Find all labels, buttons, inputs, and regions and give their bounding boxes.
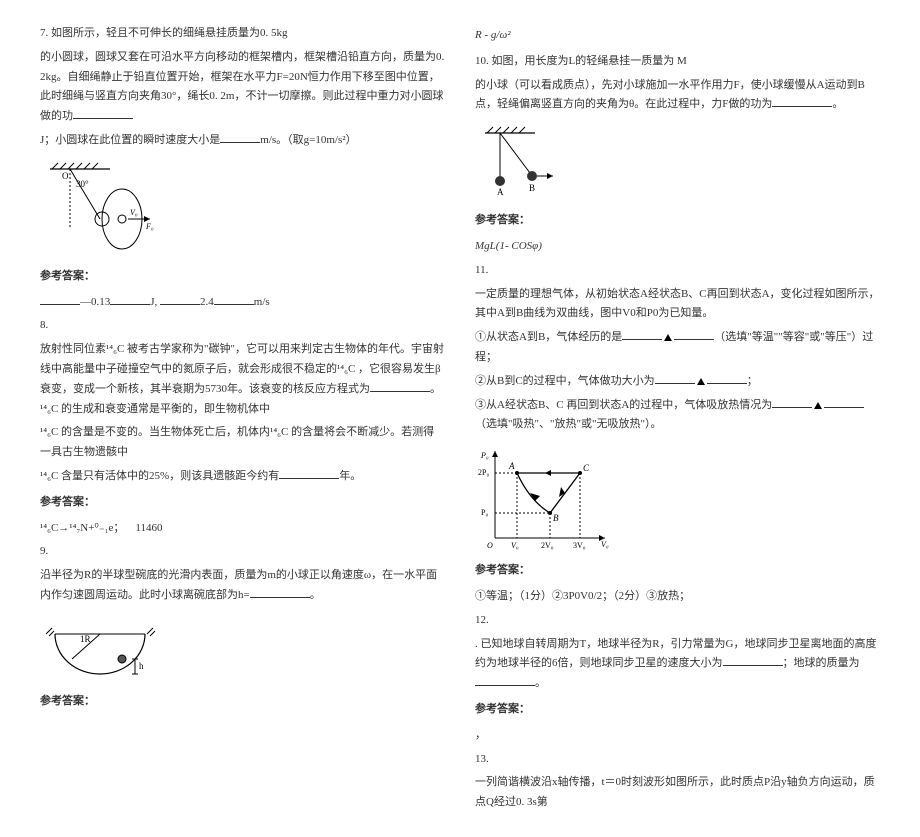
answer-heading: 参考答案： (40, 692, 445, 712)
answer-heading: 参考答案： (40, 267, 445, 287)
top-formula: R - g/ω² (475, 26, 880, 46)
blank (110, 294, 150, 305)
q11-l1: 一定质量的理想气体，从初始状态A经状态B、C再回到状态A，变化过程如图所示，其中… (475, 285, 880, 325)
triangle-icon (814, 402, 822, 409)
svg-text:P₀: P₀ (480, 451, 489, 460)
svg-text:C: C (583, 463, 590, 473)
svg-text:A: A (508, 461, 515, 471)
svg-text:h: h (139, 661, 144, 671)
blank (370, 381, 430, 392)
svg-text:O: O (487, 541, 493, 550)
q11-i3a: ③从A经状态B、C 再回到状态A的过程中，气体吸放热情况为 (475, 399, 772, 411)
a7-u2: m/s (254, 296, 270, 308)
blank (214, 294, 254, 305)
svg-text:1R: 1R (80, 634, 91, 644)
answer-heading: 参考答案： (475, 700, 880, 720)
blank (160, 294, 200, 305)
a7-u1: J, (150, 296, 157, 308)
q12-num: 12. (475, 611, 880, 631)
q12-body: . 已知地球自转周期为T，地球半径为R，引力常量为G，地球同步卫星离地面的高度约… (475, 635, 880, 694)
q11-num: 11. (475, 261, 880, 281)
svg-text:2P₀: 2P₀ (478, 468, 489, 477)
blank (622, 329, 662, 340)
q8-num: 8. (40, 316, 445, 336)
blank (772, 397, 812, 408)
blank (707, 373, 747, 384)
q8-body: 放射性同位素¹⁴₆C 被考古学家称为"碳钟"，它可以用来判定古生物体的年代。宇宙… (40, 340, 445, 419)
blank (279, 468, 339, 479)
q12-t3: 。 (535, 677, 546, 689)
q8-body2: ¹⁴₆C 的含量是不变的。当生物体死亡后，机体内¹⁴₆C 的含量将会不断减少。若… (40, 423, 445, 463)
svg-text:F₀: F₀ (145, 222, 154, 231)
q8-t6: 年。 (339, 470, 361, 482)
blank (655, 373, 695, 384)
svg-text:O: O (62, 171, 69, 181)
q10-t3: 。 (832, 98, 843, 110)
q11-figure: P₀ 2P₀ P₀ O V₀ 2V₀ 3V₀ V₀ A B C (475, 443, 880, 553)
q8-body3: ¹⁴₆C 含量只有活体中的25%，则该具遗骸距今约有 年。 (40, 467, 445, 487)
a8: ¹⁴₆C→¹⁴₇N+⁰₋₁e； 11460 (40, 519, 445, 539)
q9-num: 9. (40, 542, 445, 562)
a11: ①等温；（1分）②3P0V0/2；（2分）③放热； (475, 587, 880, 607)
answer-heading: 参考答案： (475, 561, 880, 581)
blank (220, 132, 260, 143)
answer-heading: 参考答案： (475, 211, 880, 231)
q7-text-3: J；小圆球在此位置的瞬时速度大小是 (40, 134, 220, 146)
q10-figure: A B (475, 123, 880, 203)
q11-i3: ③从A经状态B、C 再回到状态A的过程中，气体吸放热情况为 （选填"吸热"、"放热… (475, 396, 880, 436)
svg-text:B: B (553, 513, 559, 523)
q7-line1: 7. 如图所示，轻且不可伸长的细绳悬挂质量为0. 5kg (40, 24, 445, 44)
q11-i3b: （选填"吸热"、"放热"或"无吸放热"）。 (475, 418, 661, 430)
a7: —0.13 J, 2.4 m/s (40, 293, 445, 313)
svg-text:V₀: V₀ (130, 208, 138, 217)
q11-i1a: ①从状态A到B，气体经历的是 (475, 331, 622, 343)
q10-line2: 的小球（可以看成质点），先对小球施加一水平作用力F，使小球缓慢从A运动到B点，轻… (475, 76, 880, 116)
triangle-icon (664, 334, 672, 341)
q7-line3: J；小圆球在此位置的瞬时速度大小是 m/s。（取g=10m/s²） (40, 131, 445, 151)
q7-line2: 的小圆球，圆球又套在可沿水平方向移动的框架槽内，框架槽沿铅直方向，质量为0. 2… (40, 48, 445, 127)
blank (723, 655, 783, 666)
q11-i2a: ②从B到C的过程中，气体做功大小为 (475, 375, 655, 387)
a7-p2: 2.4 (200, 296, 214, 308)
right-column: R - g/ω² 10. 如图，用长度为L的轻绳悬挂一质量为 M 的小球（可以看… (475, 20, 880, 817)
blank (824, 397, 864, 408)
q8-t1: 放射性同位素 (40, 343, 106, 355)
q9-figure: 1R h (40, 614, 445, 684)
blank (772, 97, 832, 108)
q11-i2b: ； (747, 375, 758, 387)
q11-i2: ②从B到C的过程中，气体做功大小为 ； (475, 372, 880, 392)
blank (250, 587, 310, 598)
q9-t1: 沿半径为R的半球型碗底的光滑内表面，质量为m的小球正以角速度ω，在一水平面内作匀… (40, 569, 437, 601)
a7-p1: —0.13 (80, 296, 110, 308)
svg-text:B: B (529, 183, 535, 193)
q8-t5: ¹⁴₆C 含量只有活体中的25%，则该具遗骸距今约有 (40, 470, 279, 482)
blank (73, 108, 133, 119)
svg-text:P₀: P₀ (481, 508, 488, 517)
answer-heading: 参考答案： (40, 493, 445, 513)
a10: MgL(1- COSφ) (475, 237, 880, 257)
a8-eq: ¹⁴₆C→¹⁴₇N+⁰₋₁e； (40, 522, 124, 534)
blank (40, 294, 80, 305)
svg-text:2V₀: 2V₀ (541, 541, 554, 550)
blank (475, 675, 535, 686)
left-column: 7. 如图所示，轻且不可伸长的细绳悬挂质量为0. 5kg 的小圆球，圆球又套在可… (40, 20, 445, 817)
svg-text:A: A (497, 187, 504, 197)
blank (674, 329, 714, 340)
q13-body: 一列简谐横波沿x轴传播，t＝0时刻波形如图所示，此时质点P沿y轴负方向运动，质点… (475, 773, 880, 813)
a12: ， (475, 726, 880, 746)
q9-t2: 。 (310, 589, 321, 601)
q13-num: 13. (475, 750, 880, 770)
q10-line1: 10. 如图，用长度为L的轻绳悬挂一质量为 M (475, 52, 880, 72)
triangle-icon (697, 378, 705, 385)
svg-text:30°: 30° (76, 179, 89, 189)
svg-text:V₀: V₀ (601, 540, 609, 549)
svg-text:V₀: V₀ (511, 541, 519, 550)
svg-text:3V₀: 3V₀ (573, 541, 586, 550)
q7-figure: 30° O V₀ F₀ (40, 159, 445, 259)
a8-val: 11460 (135, 522, 162, 534)
q9-body: 沿半径为R的半球型碗底的光滑内表面，质量为m的小球正以角速度ω，在一水平面内作匀… (40, 566, 445, 606)
q7-text-3b: m/s。（取g=10m/s²） (260, 134, 356, 146)
q11-i1: ①从状态A到B，气体经历的是（选填"等温""等容"或"等压"）过程； (475, 328, 880, 368)
q12-t2: ；地球的质量为 (783, 657, 860, 669)
